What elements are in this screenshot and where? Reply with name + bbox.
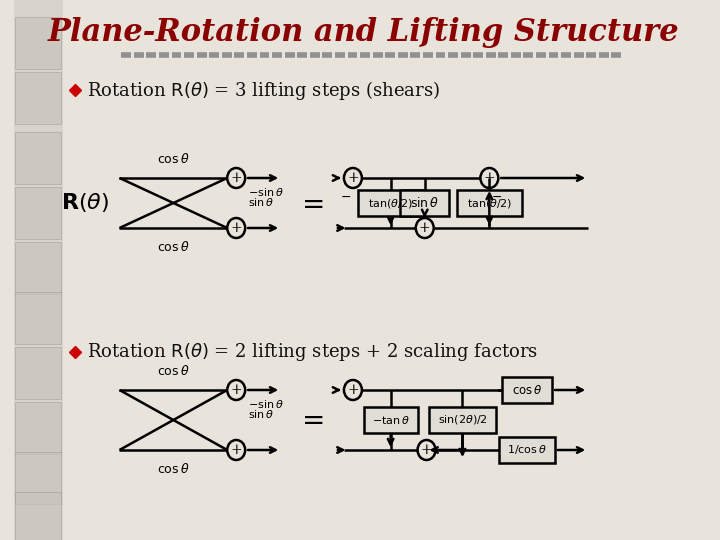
- Bar: [15, 402, 61, 454]
- Text: $\tan(\theta/2)$: $\tan(\theta/2)$: [368, 197, 413, 210]
- Bar: [15, 347, 61, 399]
- Text: $\sin(2\theta)/2$: $\sin(2\theta)/2$: [438, 414, 487, 427]
- Bar: [15, 242, 61, 294]
- Text: +: +: [484, 172, 495, 186]
- Text: $\cos\theta$: $\cos\theta$: [157, 364, 189, 378]
- Text: $\sin\theta$: $\sin\theta$: [248, 408, 274, 420]
- Bar: [14, 0, 63, 540]
- Text: $\cos\theta$: $\cos\theta$: [512, 383, 542, 396]
- Text: +: +: [347, 172, 359, 186]
- Text: $-$: $-$: [340, 190, 351, 203]
- Text: $-\sin\theta$: $-\sin\theta$: [248, 398, 284, 410]
- Bar: [364, 407, 418, 433]
- Bar: [359, 190, 423, 216]
- Bar: [457, 190, 522, 216]
- Text: $\cos\theta$: $\cos\theta$: [157, 152, 189, 166]
- Text: $\tan(\theta/2)$: $\tan(\theta/2)$: [467, 197, 512, 210]
- Text: +: +: [420, 443, 432, 457]
- Bar: [15, 492, 61, 540]
- Text: $-\sin\theta$: $-\sin\theta$: [248, 186, 284, 198]
- Text: $\cos\theta$: $\cos\theta$: [157, 462, 189, 476]
- Text: $\sin\theta$: $\sin\theta$: [410, 196, 439, 210]
- Text: +: +: [230, 172, 242, 186]
- Text: +: +: [230, 383, 242, 397]
- Text: Rotation $\mathrm{R}(\theta)$ = 2 lifting steps + 2 scaling factors: Rotation $\mathrm{R}(\theta)$ = 2 liftin…: [87, 341, 539, 363]
- Text: $\cos\theta$: $\cos\theta$: [157, 240, 189, 254]
- Bar: [15, 132, 61, 184]
- Bar: [429, 407, 495, 433]
- Text: $\sin\theta$: $\sin\theta$: [248, 196, 274, 208]
- Bar: [15, 72, 61, 124]
- Text: $\mathbf{R}(\theta)$: $\mathbf{R}(\theta)$: [61, 192, 109, 214]
- Bar: [502, 377, 552, 403]
- Text: +: +: [230, 221, 242, 235]
- Text: $-$: $-$: [491, 190, 502, 203]
- Bar: [499, 437, 555, 463]
- Bar: [15, 17, 61, 69]
- Text: +: +: [419, 221, 431, 235]
- Text: $=$: $=$: [296, 190, 324, 217]
- Text: $=$: $=$: [296, 407, 324, 434]
- Text: +: +: [347, 383, 359, 397]
- Bar: [15, 187, 61, 239]
- Bar: [15, 292, 61, 344]
- Text: Plane-Rotation and Lifting Structure: Plane-Rotation and Lifting Structure: [48, 17, 680, 48]
- Text: +: +: [230, 443, 242, 457]
- Bar: [400, 190, 449, 216]
- Text: Rotation $\mathrm{R}(\theta)$ = 3 lifting steps (shears): Rotation $\mathrm{R}(\theta)$ = 3 liftin…: [87, 78, 440, 102]
- Text: $1/\cos\theta$: $1/\cos\theta$: [507, 443, 547, 456]
- Bar: [15, 452, 61, 504]
- Text: $-\tan\theta$: $-\tan\theta$: [372, 414, 410, 426]
